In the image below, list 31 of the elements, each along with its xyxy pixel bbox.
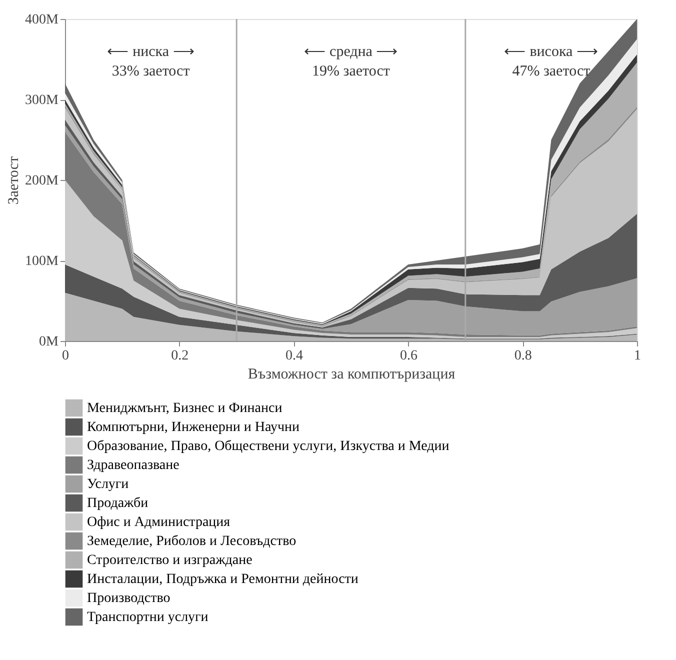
annotation: ⟵ средна ⟶ <box>304 44 398 60</box>
x-tick-label: 0.2 <box>171 348 189 364</box>
x-tick-label: 0.6 <box>400 348 418 364</box>
legend-label: Офис и Администрация <box>87 515 231 530</box>
legend-label: Услуги <box>87 477 130 492</box>
annotation: 33% заетост <box>112 64 190 80</box>
x-axis-title: Възможност за компютъризация <box>248 366 456 382</box>
legend-label: Производство <box>87 591 170 606</box>
legend-label: Земеделие, Риболов и Лесовъдство <box>87 534 296 549</box>
y-tick-label: 100M <box>25 254 60 269</box>
y-tick-label: 300M <box>25 93 60 108</box>
x-tick-label: 1 <box>634 348 641 364</box>
legend-label: Инсталации, Подръжка и Ремонтни дейности <box>87 572 359 587</box>
y-tick-label: 0M <box>39 334 60 350</box>
legend-label: Компютърни, Инженерни и Научни <box>87 420 300 435</box>
annotation: ⟵ ниска ⟶ <box>106 44 195 60</box>
legend-label: Транспортни услуги <box>87 610 209 625</box>
annotation: 47% заетост <box>512 64 591 80</box>
annotation: 19% заетост <box>312 64 390 80</box>
legend-label: Мениджмънт, Бизнес и Финанси <box>87 401 283 416</box>
x-tick-label: 0.8 <box>514 348 532 364</box>
y-tick-label: 200M <box>25 174 60 188</box>
y-tick-label: 400M <box>25 12 60 28</box>
legend-label: Продажби <box>87 496 149 511</box>
x-tick-label: 0.4 <box>286 348 304 364</box>
annotation: ⟵ висока ⟶ <box>504 44 598 60</box>
y-axis-title: Заетост <box>6 156 22 205</box>
legend-label: Здравеопазване <box>87 458 180 473</box>
legend-label: Строителство и изграждане <box>87 553 252 568</box>
x-tick-label: 0 <box>62 348 69 364</box>
legend-label: Образование, Право, Обществени услуги, Изкуства и Медии <box>87 439 450 454</box>
